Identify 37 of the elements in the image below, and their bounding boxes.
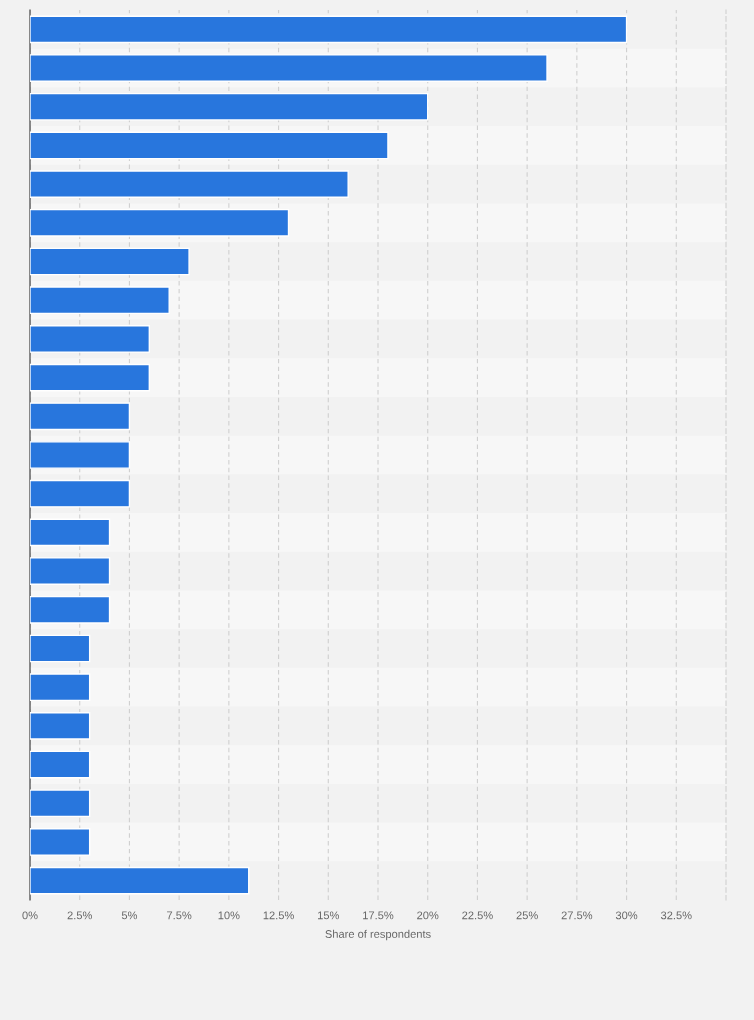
x-tick-label: 27.5% xyxy=(561,911,593,920)
x-tick-label: 25% xyxy=(516,911,538,920)
bar xyxy=(30,518,111,547)
x-tick-label: 12.5% xyxy=(263,911,294,920)
bar xyxy=(30,866,250,895)
bar xyxy=(30,634,91,663)
bar xyxy=(30,557,111,585)
bar xyxy=(30,208,290,237)
bar xyxy=(30,402,131,431)
x-tick-label: 30% xyxy=(615,911,638,920)
x-axis-title: Share of respondents xyxy=(325,929,431,941)
x-tick-label: 15% xyxy=(318,911,340,920)
x-tick-label: 22.5% xyxy=(462,911,493,920)
bar xyxy=(30,789,91,818)
x-tick-label: 0% xyxy=(22,911,38,920)
bar xyxy=(30,286,170,315)
bar xyxy=(30,750,91,779)
x-tick-label: 10% xyxy=(218,911,240,920)
x-tick-label: 7.5% xyxy=(167,911,192,920)
bar xyxy=(30,54,548,82)
bar xyxy=(30,712,91,740)
bar xyxy=(30,92,429,121)
bar xyxy=(30,247,190,276)
bar xyxy=(30,131,389,160)
x-tick-label: 20% xyxy=(417,911,439,920)
x-tick-label: 5% xyxy=(121,911,138,920)
bar xyxy=(30,325,151,353)
x-tick-label: 2.5% xyxy=(67,911,92,920)
x-tick-label: 17.5% xyxy=(363,911,394,920)
bar xyxy=(30,673,91,702)
bar xyxy=(30,595,111,624)
x-tick-label: 32.5% xyxy=(660,911,692,920)
bar xyxy=(30,479,131,508)
bar xyxy=(30,828,91,856)
bar xyxy=(30,441,131,469)
bar xyxy=(30,170,349,198)
bar xyxy=(30,363,151,392)
